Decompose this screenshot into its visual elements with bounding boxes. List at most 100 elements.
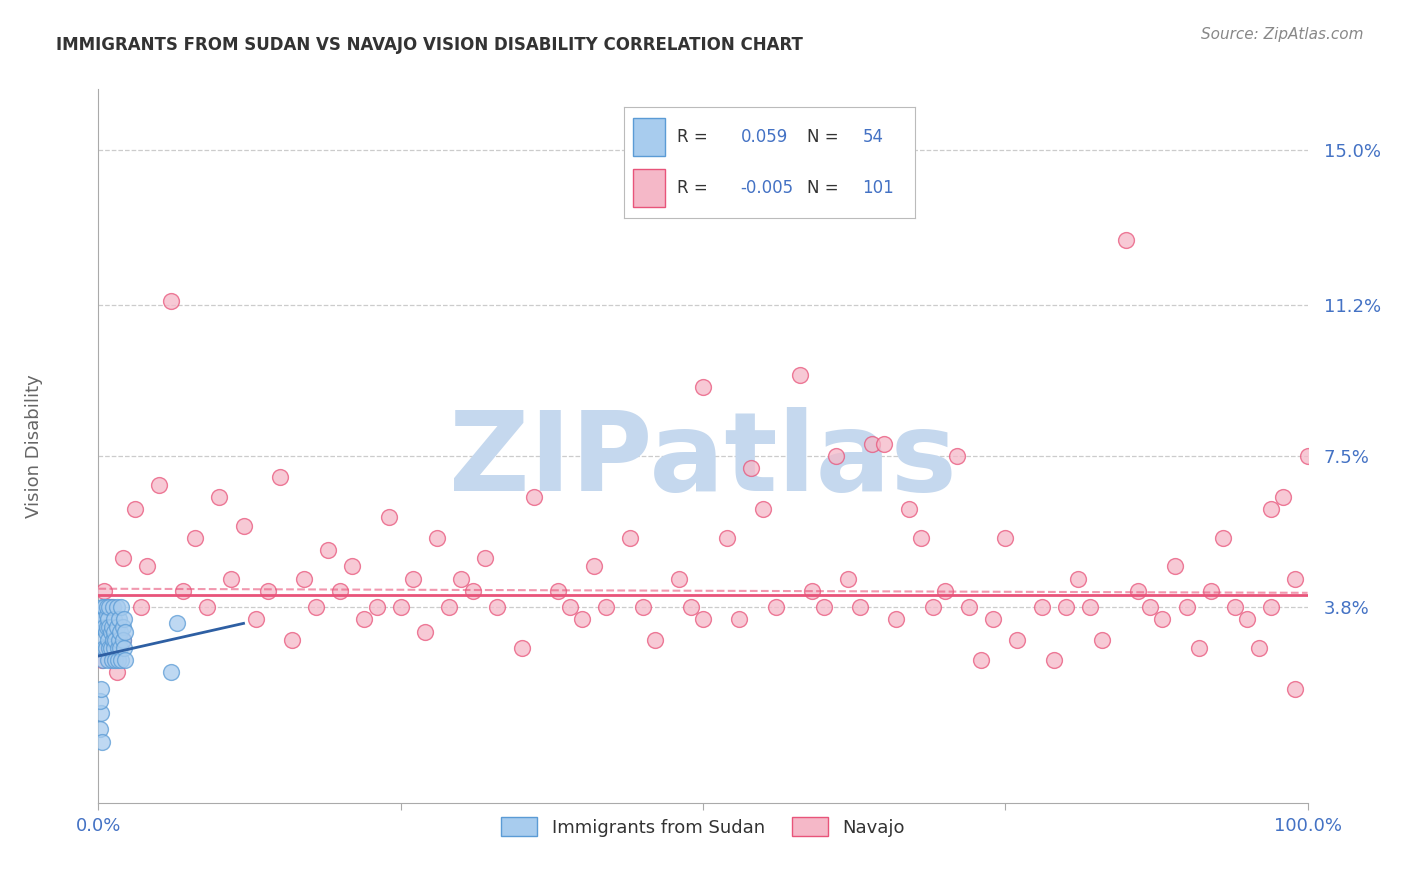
Point	[1152, 612, 1174, 626]
Point	[100, 653, 122, 667]
Point	[160, 294, 183, 309]
Point	[103, 612, 125, 626]
Point	[129, 600, 152, 615]
Point	[1115, 233, 1137, 247]
Point	[1272, 490, 1295, 504]
Y-axis label: Vision Disability: Vision Disability	[25, 374, 42, 518]
Point	[269, 469, 291, 483]
Point	[91, 653, 114, 667]
Point	[160, 665, 183, 680]
Point	[111, 632, 134, 647]
Point	[112, 612, 135, 626]
Point	[353, 612, 375, 626]
Point	[124, 502, 146, 516]
Point	[1296, 449, 1319, 463]
Point	[366, 600, 388, 615]
Point	[679, 600, 702, 615]
Point	[97, 640, 120, 655]
Point	[184, 531, 207, 545]
Point	[112, 640, 135, 655]
Point	[96, 608, 118, 623]
Point	[100, 624, 122, 639]
Point	[716, 531, 738, 545]
Point	[1054, 600, 1077, 615]
Point	[800, 583, 823, 598]
Point	[1284, 572, 1306, 586]
Point	[1199, 583, 1222, 598]
Point	[107, 640, 129, 655]
Point	[114, 653, 136, 667]
Point	[316, 543, 339, 558]
Point	[111, 632, 134, 647]
Point	[752, 502, 775, 516]
Point	[1223, 600, 1246, 615]
Point	[91, 632, 114, 647]
Point	[849, 600, 872, 615]
Point	[595, 600, 617, 615]
Point	[860, 437, 883, 451]
Point	[450, 572, 472, 586]
Point	[89, 723, 111, 737]
Point	[101, 600, 124, 615]
Point	[837, 572, 859, 586]
Point	[329, 583, 352, 598]
Point	[91, 620, 114, 634]
Point	[740, 461, 762, 475]
Point	[523, 490, 546, 504]
Point	[172, 583, 194, 598]
Point	[256, 583, 278, 598]
Point	[108, 632, 131, 647]
Point	[921, 600, 943, 615]
Text: Source: ZipAtlas.com: Source: ZipAtlas.com	[1201, 27, 1364, 42]
Point	[281, 632, 304, 647]
Point	[970, 653, 993, 667]
Point	[789, 368, 811, 382]
Point	[571, 612, 593, 626]
Legend: Immigrants from Sudan, Navajo: Immigrants from Sudan, Navajo	[494, 810, 912, 844]
Text: IMMIGRANTS FROM SUDAN VS NAVAJO VISION DISABILITY CORRELATION CHART: IMMIGRANTS FROM SUDAN VS NAVAJO VISION D…	[56, 36, 803, 54]
Point	[486, 600, 509, 615]
Point	[1236, 612, 1258, 626]
Point	[103, 624, 125, 639]
Point	[100, 620, 122, 634]
Point	[94, 640, 117, 655]
Point	[91, 734, 114, 748]
Point	[90, 608, 112, 623]
Point	[1042, 653, 1064, 667]
Point	[474, 551, 496, 566]
Point	[93, 600, 115, 615]
Point	[910, 531, 932, 545]
Point	[437, 600, 460, 615]
Point	[1260, 502, 1282, 516]
Point	[377, 510, 399, 524]
Point	[292, 572, 315, 586]
Point	[110, 600, 132, 615]
Point	[631, 600, 654, 615]
Point	[813, 600, 835, 615]
Point	[91, 600, 114, 615]
Point	[692, 380, 714, 394]
Point	[110, 653, 132, 667]
Point	[91, 653, 114, 667]
Point	[1284, 681, 1306, 696]
Point	[91, 612, 114, 626]
Point	[103, 640, 125, 655]
Point	[957, 600, 980, 615]
Point	[107, 653, 129, 667]
Point	[1031, 600, 1053, 615]
Point	[101, 632, 124, 647]
Point	[619, 531, 641, 545]
Point	[1175, 600, 1198, 615]
Point	[402, 572, 425, 586]
Point	[108, 640, 131, 655]
Point	[934, 583, 956, 598]
Point	[221, 572, 243, 586]
Point	[96, 620, 118, 634]
Point	[97, 632, 120, 647]
Point	[946, 449, 969, 463]
Point	[104, 653, 127, 667]
Point	[1078, 600, 1101, 615]
Point	[93, 640, 115, 655]
Point	[94, 624, 117, 639]
Point	[897, 502, 920, 516]
